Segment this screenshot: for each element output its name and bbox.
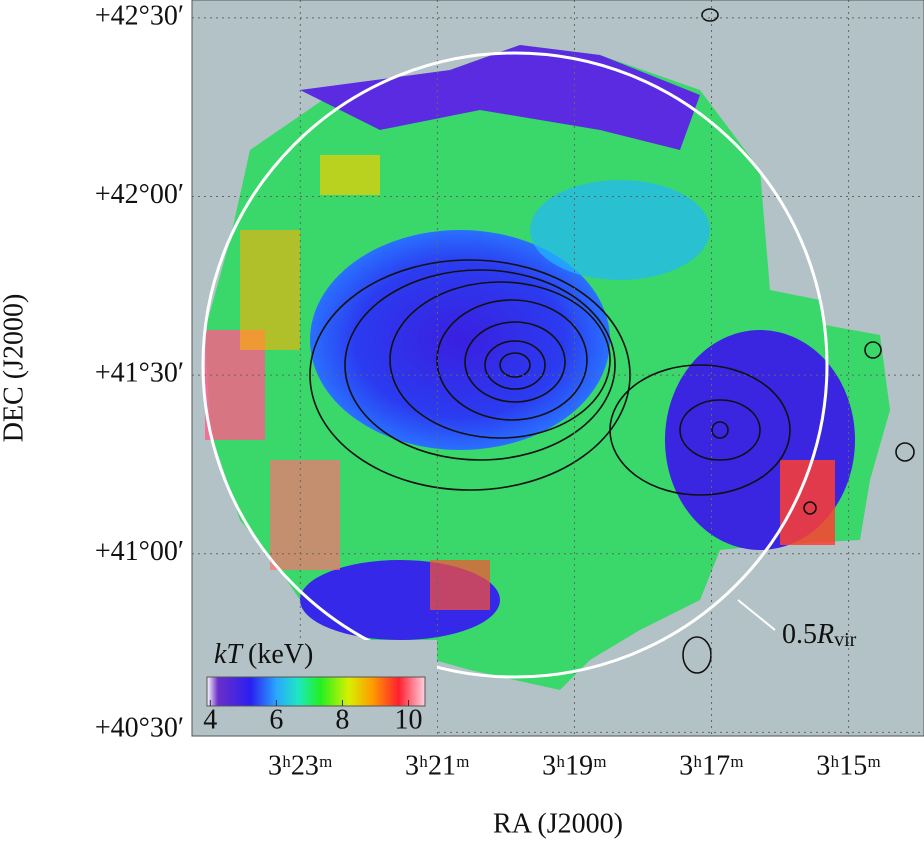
annotation: 0.5Rvir — [782, 619, 857, 650]
colorbar — [206, 676, 426, 707]
virial-circle — [201, 51, 829, 679]
colorbar-ticks: 4 6 8 10 — [203, 700, 422, 735]
x-tick-label: 3ʰ15ᵐ — [816, 750, 881, 781]
y-tick-label: +41°00′ — [95, 536, 184, 567]
y-tick-label: +42°00′ — [95, 179, 184, 210]
annotation-symbol: R — [816, 619, 834, 650]
x-axis-label: RA (J2000) — [493, 808, 623, 839]
annotation-leader — [737, 599, 776, 631]
x-tick-label: 3ʰ21ᵐ — [405, 750, 470, 781]
colorbar-tick-label: 10 — [394, 704, 422, 735]
colorbar-tick-label: 6 — [269, 704, 283, 735]
y-tick-label: +40°30′ — [95, 712, 184, 743]
annotation-subscript: vir — [834, 629, 857, 651]
y-axis-label: DEC (J2000) — [0, 294, 29, 443]
colorbar-tick-label: 4 — [203, 704, 217, 735]
x-tick-label: 3ʰ19ᵐ — [542, 750, 607, 781]
y-tick-label: +42°30′ — [95, 0, 184, 31]
colorbar-tick-label: 8 — [335, 704, 349, 735]
plot-frame — [191, 0, 924, 737]
x-tick-label: 3ʰ23ᵐ — [268, 750, 333, 781]
colorbar-symbol: kT — [214, 639, 244, 670]
y-tick-label: +41°30′ — [95, 358, 184, 389]
colorbar-unit: (keV) — [248, 639, 313, 670]
annotation-prefix: 0.5 — [782, 619, 817, 650]
colorbar-label: kT (keV) — [214, 639, 313, 670]
x-tick-label: 3ʰ17ᵐ — [679, 750, 744, 781]
